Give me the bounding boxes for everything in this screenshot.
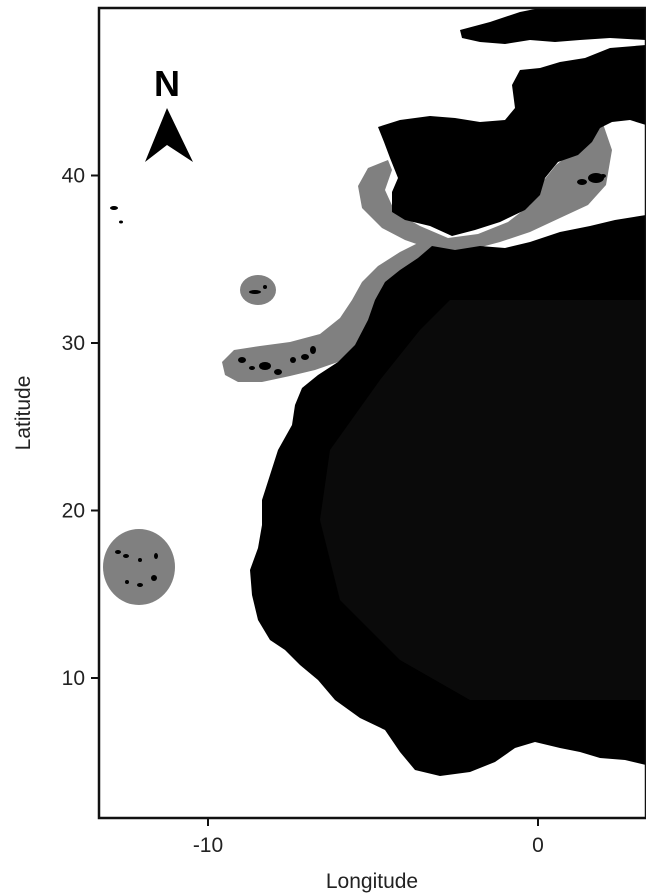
- x-tick-label: 0: [532, 834, 544, 857]
- y-tick-label: 10: [62, 667, 85, 690]
- highlight-zone-madeira: [240, 275, 276, 305]
- y-tick-label: 30: [62, 332, 85, 355]
- north-arrow-label: N: [154, 63, 180, 104]
- highlight-zone-cape-verde: [103, 529, 175, 605]
- y-tick-label: 20: [62, 500, 85, 523]
- x-axis-title: Longitude: [326, 870, 418, 893]
- x-tick-label: -10: [193, 834, 223, 857]
- y-tick-label: 40: [62, 165, 85, 188]
- y-axis: 10 20 30 40: [62, 165, 99, 691]
- x-axis: -20-100: [0, 818, 544, 857]
- y-axis-title: Latitude: [12, 376, 35, 451]
